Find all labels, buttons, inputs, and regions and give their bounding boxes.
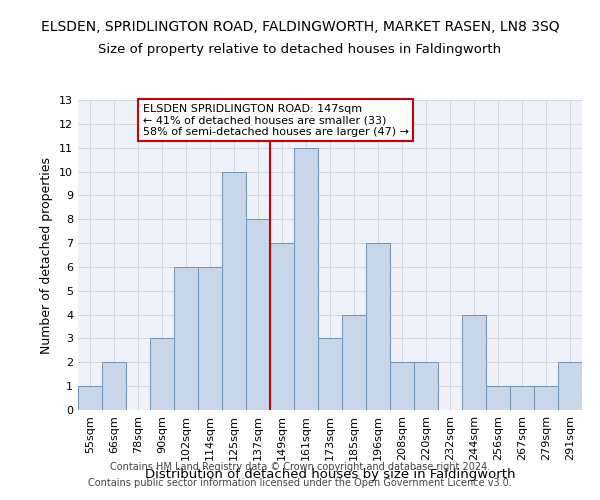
Text: Contains public sector information licensed under the Open Government Licence v3: Contains public sector information licen… [88,478,512,488]
Bar [270,243,294,410]
Bar [294,148,318,410]
Bar [246,219,270,410]
Bar [174,267,198,410]
Bar [222,172,246,410]
Bar [390,362,414,410]
Bar [342,314,366,410]
Bar [366,243,390,410]
Bar [510,386,534,410]
X-axis label: Distribution of detached houses by size in Faldingworth: Distribution of detached houses by size … [145,468,515,481]
Bar [486,386,510,410]
Bar [414,362,438,410]
Text: Size of property relative to detached houses in Faldingworth: Size of property relative to detached ho… [98,42,502,56]
Bar [198,267,222,410]
Bar [78,386,102,410]
Bar [462,314,486,410]
Text: ELSDEN, SPRIDLINGTON ROAD, FALDINGWORTH, MARKET RASEN, LN8 3SQ: ELSDEN, SPRIDLINGTON ROAD, FALDINGWORTH,… [41,20,559,34]
Bar [318,338,342,410]
Bar [558,362,582,410]
Text: Contains HM Land Registry data © Crown copyright and database right 2024.: Contains HM Land Registry data © Crown c… [110,462,490,472]
Bar [534,386,558,410]
Y-axis label: Number of detached properties: Number of detached properties [40,156,53,354]
Text: ELSDEN SPRIDLINGTON ROAD: 147sqm
← 41% of detached houses are smaller (33)
58% o: ELSDEN SPRIDLINGTON ROAD: 147sqm ← 41% o… [143,104,409,137]
Bar [150,338,174,410]
Bar [102,362,126,410]
